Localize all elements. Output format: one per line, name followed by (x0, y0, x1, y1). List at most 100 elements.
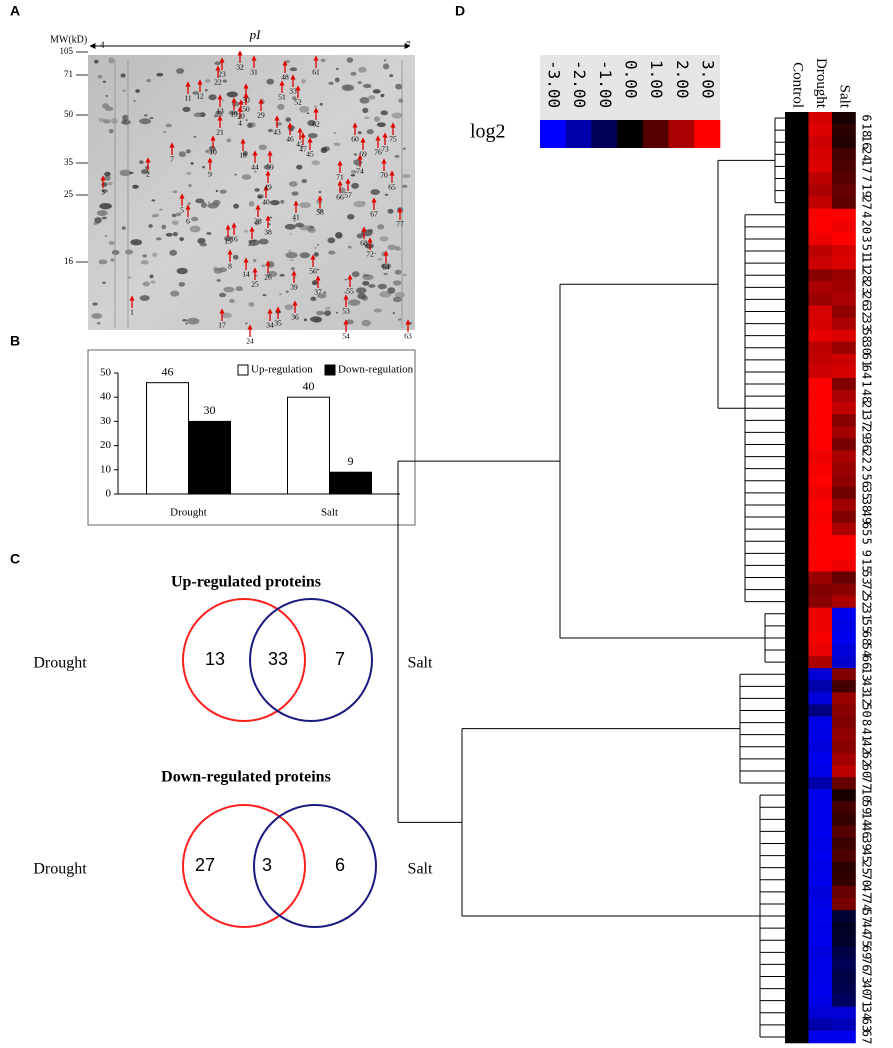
gel-spot (387, 287, 396, 294)
heatmap-cell (808, 305, 833, 318)
heatmap-cell (808, 341, 833, 355)
gel-spot (102, 80, 107, 83)
gel-spot (207, 201, 210, 204)
heatmap-cell (808, 1018, 833, 1032)
gel-spot (353, 160, 359, 163)
spot-label: 50 (242, 105, 250, 114)
spot-label: 42 (296, 140, 304, 149)
spot-label: 32 (236, 63, 244, 72)
row-label: 26 (860, 292, 874, 306)
heatmap-cell (832, 184, 856, 197)
gel-spot (215, 189, 219, 193)
gel-spot (277, 103, 285, 111)
heatmap-cell (832, 644, 856, 657)
row-label: 12 (860, 691, 874, 705)
gel-spot (231, 101, 240, 107)
spot-label: 47 (299, 145, 307, 154)
gel-spot (391, 112, 403, 119)
heatmap-cell (785, 958, 809, 971)
heatmap-cell (785, 680, 809, 693)
row-label: 30 (860, 341, 874, 355)
heatmap-cell (808, 317, 833, 330)
heatmap-cell (785, 837, 809, 850)
heatmap-cell (808, 740, 833, 754)
colorbar-tick-label: 3.00 (699, 60, 718, 99)
heatmap-cell (808, 269, 833, 282)
venn-circle (182, 598, 306, 722)
colorbar-block (565, 120, 592, 148)
row-label: 13 (860, 667, 874, 681)
gel-spot (245, 322, 248, 325)
gel-spot (392, 280, 402, 286)
row-label: 54 (860, 643, 874, 657)
heatmap-cell (808, 801, 833, 814)
row-label: 45 (860, 848, 874, 862)
row-label: 47 (860, 885, 874, 899)
heatmap-cell (808, 293, 833, 306)
spot-label: 43 (273, 128, 281, 137)
gel-spot (254, 220, 260, 226)
spot-label: 41 (292, 213, 300, 222)
panel-label: B (10, 333, 20, 349)
gel-spot (290, 259, 294, 262)
gel-spot (185, 322, 188, 325)
legend-label: Up-regulation (251, 364, 313, 376)
heatmap-cell (808, 353, 833, 367)
gel-spot (357, 131, 362, 135)
venn-set-label: Drought (33, 655, 87, 672)
gel-spot (365, 274, 370, 277)
heatmap-cell (808, 958, 833, 971)
heatmap-cell (785, 740, 809, 754)
spot-label: 71 (336, 173, 344, 182)
row-label: 1 (860, 380, 874, 387)
gel-spot (202, 165, 206, 169)
gel-spot (267, 128, 274, 133)
gel-spot (314, 105, 317, 108)
row-label: 50 (860, 703, 874, 717)
row-label: 61 (860, 353, 874, 367)
heatmap-cell (785, 329, 809, 343)
gel-spot (176, 267, 188, 275)
spot-label: 76 (374, 148, 382, 157)
heatmap-cell (785, 728, 809, 742)
heatmap-cell (785, 365, 809, 379)
row-label: 49 (860, 510, 874, 524)
heatmap-cell (808, 595, 833, 609)
spot-label: 57 (344, 191, 352, 200)
bar (146, 382, 189, 495)
spot-label: 77 (396, 220, 404, 229)
colorbar-tick-label: -2.00 (570, 60, 589, 108)
panel-label: D (455, 3, 465, 19)
gel-spot (267, 223, 271, 226)
gel-spot (334, 77, 340, 83)
gel-spot (280, 199, 285, 204)
row-label: 41 (860, 727, 874, 741)
gel-spot (99, 202, 112, 210)
heatmap-cell (832, 559, 856, 572)
heatmap-cell (785, 112, 809, 125)
gel-spot (139, 118, 152, 125)
heatmap-cell (832, 728, 856, 742)
heatmap-cell (785, 305, 809, 318)
row-label: 72 (860, 582, 874, 596)
dendrogram (397, 117, 785, 1038)
heatmap-cell (808, 716, 833, 729)
heatmap-cell (832, 571, 856, 584)
heatmap-cell (808, 571, 833, 584)
row-label: 37 (860, 413, 874, 427)
gel-spot (335, 67, 339, 70)
spot-label: 3 (101, 188, 105, 197)
row-label: 77 (860, 776, 874, 790)
heatmap-cell (832, 946, 856, 959)
gel-spot (104, 171, 111, 177)
gel-spot (401, 184, 408, 188)
spot-label: 19 (230, 110, 238, 119)
gel-spot (223, 286, 235, 293)
heatmap-cell (785, 414, 809, 427)
heatmap-cell (832, 607, 856, 621)
row-label: 10 (860, 788, 874, 802)
row-label: 57 (860, 909, 874, 923)
heatmap-cell (832, 365, 856, 379)
spot-label: 24 (246, 337, 254, 346)
heatmap-cell (832, 402, 856, 415)
